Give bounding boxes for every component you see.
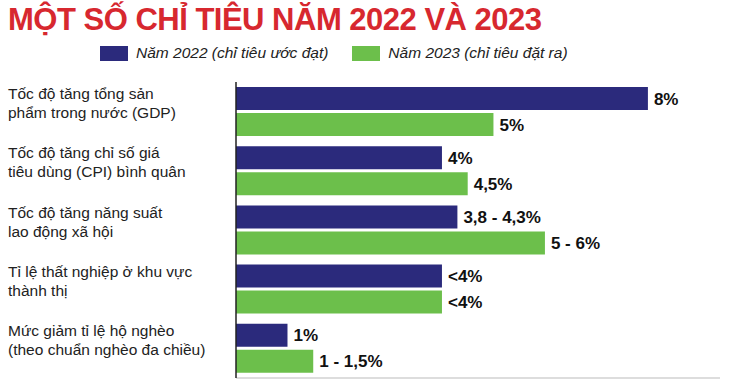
svg-text:(theo chuẩn nghèo đa chiều): (theo chuẩn nghèo đa chiều) [8, 341, 205, 358]
svg-text:1 - 1,5%: 1 - 1,5% [319, 352, 382, 371]
html-text:Năm 2023 (chỉ tiêu đặt ra): Năm 2023 (chỉ tiêu đặt ra) [388, 44, 568, 61]
svg-text:tiêu dùng (CPI) bình quân: tiêu dùng (CPI) bình quân [8, 163, 186, 180]
svg-text:8%: 8% [654, 90, 679, 109]
svg-text:1%: 1% [293, 326, 318, 345]
svg-text:Tốc độ tăng năng suất: Tốc độ tăng năng suất [8, 204, 163, 221]
svg-text:Mức giảm tỉ lệ hộ nghèo: Mức giảm tỉ lệ hộ nghèo [8, 322, 174, 339]
svg-text:Tốc độ tăng tổng sản: Tốc độ tăng tổng sản [8, 85, 154, 102]
svg-text:Tốc độ tăng chỉ số giá: Tốc độ tăng chỉ số giá [8, 144, 160, 161]
svg-text:Tỉ lệ thất nghiệp ở khu vực: Tỉ lệ thất nghiệp ở khu vực [8, 263, 192, 280]
svg-text:4%: 4% [448, 149, 473, 168]
svg-text:3,8 - 4,3%: 3,8 - 4,3% [463, 208, 541, 227]
html-text:MỘT SỐ CHỈ TIÊU NĂM 2022 VÀ 20: MỘT SỐ CHỈ TIÊU NĂM 2022 VÀ 2023 [8, 2, 542, 37]
svg-text:phẩm trong nước (GDP): phẩm trong nước (GDP) [8, 104, 176, 121]
svg-text:thành thị: thành thị [8, 282, 67, 299]
html-text:Năm 2022 (chỉ tiêu ước đạt): Năm 2022 (chỉ tiêu ước đạt) [136, 44, 329, 61]
svg-text:<4%: <4% [448, 267, 483, 286]
svg-text:5%: 5% [499, 116, 524, 135]
svg-text:<4%: <4% [448, 293, 483, 312]
svg-text:5 - 6%: 5 - 6% [551, 234, 600, 253]
svg-text:4,5%: 4,5% [474, 175, 513, 194]
svg-text:lao động xã hội: lao động xã hội [8, 223, 113, 240]
